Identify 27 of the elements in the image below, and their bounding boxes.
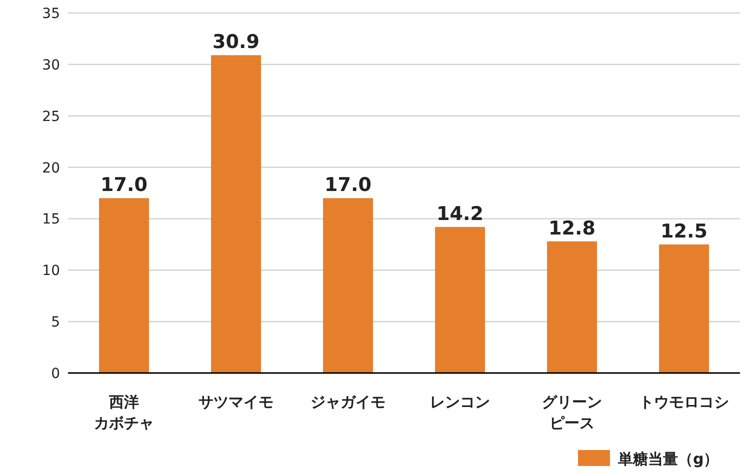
y-tick-label: 15 [42, 212, 60, 228]
bar [435, 226, 485, 373]
legend-label: 単糖当量（g） [617, 450, 719, 468]
x-tick-label: 西洋カボチャ [94, 393, 154, 432]
bar [99, 198, 149, 373]
text: 30.9 [212, 31, 260, 54]
x-tick-label: レンコン [430, 393, 490, 411]
x-tick-label: トウモロコシ [639, 393, 729, 411]
bar [211, 55, 261, 373]
bar [659, 244, 709, 373]
text: 17.0 [324, 174, 372, 196]
text: 12.8 [548, 217, 596, 240]
x-tick-label: グリーンピース [542, 393, 602, 432]
y-tick-label: 0 [51, 366, 60, 382]
x-tick-label: サツマイモ [198, 393, 274, 411]
y-tick-label: 5 [51, 314, 60, 331]
x-tick-label: ジャガイモ [310, 393, 386, 411]
y-tick-label: 30 [42, 57, 60, 74]
text: 17.0 [100, 174, 148, 196]
text: 14.2 [436, 202, 484, 225]
text: 12.5 [660, 220, 708, 242]
y-tick-label: 10 [42, 263, 60, 280]
bar [547, 241, 597, 373]
y-tick-label: 35 [42, 6, 60, 22]
y-tick-label: 20 [42, 160, 60, 176]
bar [323, 198, 373, 373]
y-tick-label: 25 [42, 108, 60, 125]
